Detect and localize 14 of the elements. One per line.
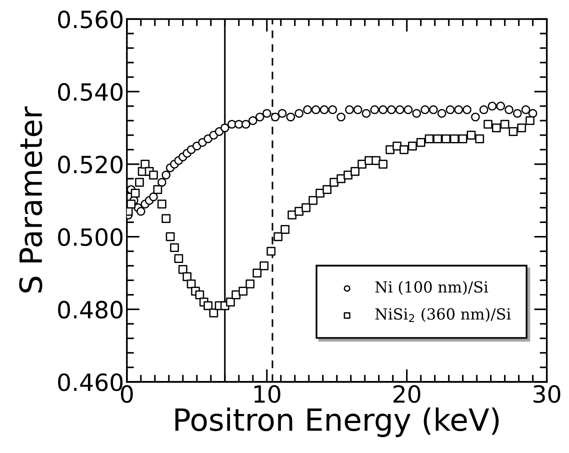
- x-axis-title: Positron Energy (keV): [175, 408, 499, 438]
- x-tick-label: 0: [120, 385, 133, 403]
- x-tick-label: 10: [254, 385, 280, 403]
- y-tick-label: 0.560: [58, 10, 123, 28]
- y-tick-label: 0.500: [58, 228, 123, 246]
- x-tick-label: 30: [534, 385, 560, 403]
- y-tick-label: 0.540: [58, 83, 123, 101]
- x-tick-label: 20: [394, 385, 420, 403]
- y-tick-label: 0.460: [58, 373, 123, 392]
- legend-label: NiSi$_{2}$ (360 nm)/Si: [375, 308, 511, 322]
- y-tick-label: 0.520: [58, 156, 123, 174]
- legend-label: Ni (100 nm)/Si: [375, 280, 488, 295]
- y-tick-label: 0.480: [58, 300, 123, 319]
- y-axis-title: S Parameter: [19, 106, 42, 292]
